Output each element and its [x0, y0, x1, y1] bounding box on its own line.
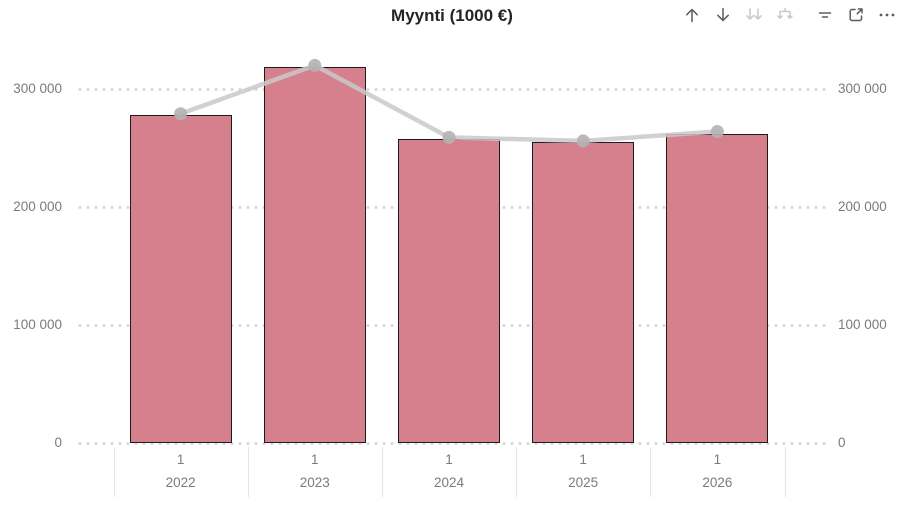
- x-axis-separator: [784, 447, 786, 497]
- bar-2024[interactable]: [398, 138, 500, 443]
- bar-2026[interactable]: [666, 133, 769, 443]
- x-axis-separator: [516, 447, 518, 497]
- y-axis-label-right: 200 000: [838, 199, 887, 214]
- bar-2022[interactable]: [129, 114, 232, 443]
- y-axis-label-right: 100 000: [838, 317, 887, 332]
- line-path: [178, 63, 720, 144]
- focus-mode-icon[interactable]: [845, 4, 867, 26]
- y-axis-label-left: 100 000: [13, 317, 62, 332]
- expand-all-icon[interactable]: [774, 4, 796, 26]
- x-axis-separator: [381, 447, 383, 497]
- x-axis-year-label: 2023: [299, 475, 330, 490]
- filter-icon[interactable]: [814, 4, 836, 26]
- y-axis-label-left: 0: [54, 435, 62, 450]
- x-axis-year-label: 2024: [433, 475, 464, 490]
- x-axis-separator: [247, 447, 249, 497]
- x-axis-separator: [650, 447, 652, 497]
- x-axis-year-label: 2026: [702, 475, 733, 490]
- chart-title: Myynti (1000 €): [391, 6, 513, 25]
- y-axis-label-right: 300 000: [838, 81, 887, 96]
- y-axis-label-right: 0: [838, 435, 846, 450]
- y-axis-label-left: 300 000: [13, 81, 62, 96]
- x-axis-separator: [113, 447, 115, 497]
- bar-2025[interactable]: [532, 142, 635, 443]
- x-axis-period-label: 1: [579, 452, 587, 467]
- visual-header-toolbar: [672, 4, 898, 26]
- x-axis-period-label: 1: [713, 452, 722, 467]
- more-options-icon[interactable]: [876, 4, 898, 26]
- bar-2023[interactable]: [263, 66, 366, 443]
- x-axis-period-label: 1: [176, 452, 185, 467]
- y-axis-label-left: 200 000: [13, 199, 62, 214]
- x-axis-year-label: 2025: [568, 475, 599, 490]
- gridline-0: [76, 440, 826, 446]
- x-axis-period-label: 1: [445, 452, 453, 467]
- go-to-next-level-icon[interactable]: [743, 4, 765, 26]
- drill-down-icon[interactable]: [712, 4, 734, 26]
- drill-up-icon[interactable]: [681, 4, 703, 26]
- x-axis-period-label: 1: [311, 452, 319, 467]
- x-axis-year-label: 2022: [165, 475, 196, 490]
- gridline-300000: [76, 86, 826, 92]
